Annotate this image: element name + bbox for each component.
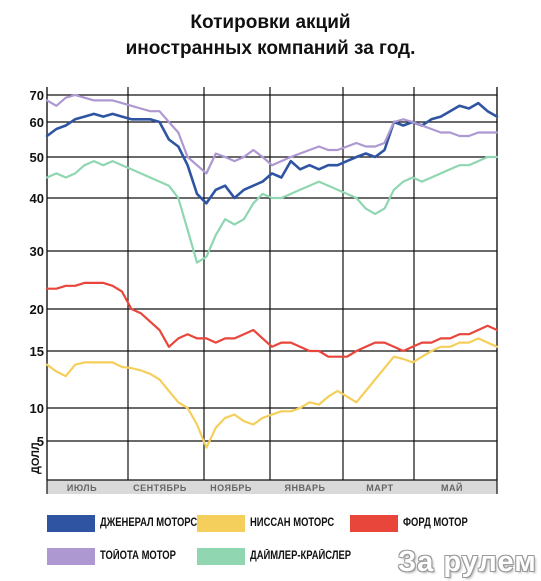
y-tick-label: 20 bbox=[30, 302, 44, 317]
brand-watermark: За рулем bbox=[398, 546, 537, 578]
series-line-5 bbox=[45, 155, 499, 264]
x-tick-label: МАЙ bbox=[441, 482, 463, 493]
month-band bbox=[47, 480, 497, 494]
y-tick-label: 70 bbox=[30, 88, 44, 103]
legend-label: ФОРД МОТОР bbox=[403, 517, 468, 529]
series-line-4 bbox=[45, 93, 499, 175]
legend-swatch bbox=[47, 515, 95, 532]
y-unit-label: ДОЛЛ. bbox=[30, 439, 42, 474]
legend-swatch bbox=[197, 515, 245, 532]
y-tick-label: 15 bbox=[30, 344, 44, 359]
legend-swatch bbox=[197, 548, 245, 565]
y-tick-label: 60 bbox=[30, 115, 44, 130]
y-tick-label: 10 bbox=[30, 401, 44, 416]
legend-label: ТОЙОТА МОТОР bbox=[100, 550, 176, 562]
y-tick-label: 30 bbox=[30, 244, 44, 259]
legend-swatch bbox=[350, 515, 398, 532]
x-tick-label: НОЯБРЬ bbox=[210, 483, 252, 493]
legend-label: ДАЙМЛЕР-КРАЙСЛЕР bbox=[250, 550, 352, 562]
chart-title-line-1: Котировки акций bbox=[190, 12, 351, 33]
legend-label: ДЖЕНЕРАЛ МОТОРС bbox=[100, 517, 198, 529]
x-tick-label: СЕНТЯБРЬ bbox=[133, 483, 187, 493]
x-tick-label: ИЮЛЬ bbox=[67, 483, 97, 493]
x-tick-label: ЯНВАРЬ bbox=[285, 483, 326, 493]
series-line-1 bbox=[45, 101, 499, 205]
legend-swatch bbox=[47, 548, 95, 565]
y-tick-label: 5 bbox=[37, 434, 44, 449]
chart-title: Котировки акций иностранных компаний за … bbox=[0, 10, 541, 62]
legend-label: НИССАН МОТОРС bbox=[250, 517, 335, 529]
series-line-3 bbox=[45, 281, 499, 358]
y-tick-label: 50 bbox=[30, 150, 44, 165]
x-tick-label: МАРТ bbox=[366, 483, 393, 493]
series-line-2 bbox=[45, 337, 499, 449]
chart-title-line-2: иностранных компаний за год. bbox=[125, 38, 416, 59]
y-tick-label: 40 bbox=[30, 191, 44, 206]
